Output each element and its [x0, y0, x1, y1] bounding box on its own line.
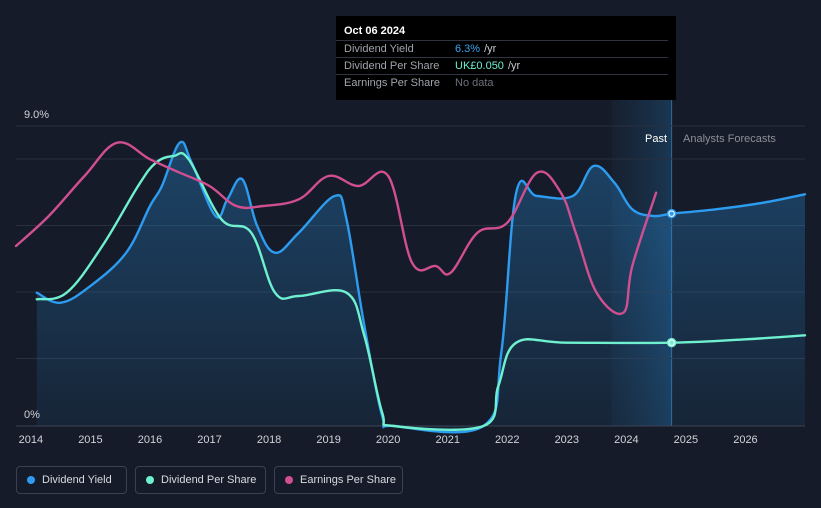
x-tick-label: 2019	[316, 434, 340, 446]
legend-label: Earnings Per Share	[300, 474, 396, 486]
x-tick-label: 2025	[674, 434, 698, 446]
tooltip-label: Dividend Yield	[344, 43, 414, 55]
tooltip-unit: /yr	[484, 43, 497, 55]
x-tick-label: 2024	[614, 434, 638, 446]
tooltip-row-dividend-per-share: Dividend Per Share UK£0.050/yr	[336, 57, 668, 75]
tooltip-date: Oct 06 2024	[344, 25, 406, 37]
tooltip-row-earnings-per-share: Earnings Per Share No data	[336, 74, 668, 92]
tooltip: Oct 06 2024 Dividend Yield 6.3%/yr Divid…	[336, 16, 676, 100]
x-tick-label: 2017	[197, 434, 221, 446]
x-tick-label: 2014	[19, 434, 43, 446]
tooltip-row-dividend-yield: Dividend Yield 6.3%/yr	[336, 40, 668, 58]
y-top-label: 9.0%	[24, 109, 49, 121]
x-tick-label: 2018	[257, 434, 281, 446]
legend-dot-icon	[285, 476, 293, 484]
x-tick-label: 2016	[138, 434, 162, 446]
tooltip-unit: /yr	[507, 60, 521, 72]
legend-item-dividend-per-share[interactable]: Dividend Per Share	[135, 466, 266, 494]
chart: 9.0% 0% Past Analysts Forecasts 2014 2015…	[14, 100, 807, 446]
forecast-label: Analysts Forecasts	[683, 133, 776, 145]
legend-item-dividend-yield[interactable]: Dividend Yield	[16, 466, 127, 494]
dividend-per-share-marker-core	[669, 340, 674, 345]
tooltip-value-text: 6.3%	[455, 43, 481, 55]
tooltip-value: 6.3%/yr	[455, 43, 496, 55]
tooltip-value: UK£0.050/yr	[455, 60, 520, 72]
tooltip-label: Earnings Per Share	[344, 77, 440, 89]
x-tick-label: 2026	[733, 434, 757, 446]
legend-label: Dividend Per Share	[161, 474, 257, 486]
tooltip-value: No data	[455, 77, 498, 89]
past-label: Past	[645, 133, 667, 145]
dividend-yield-area	[36, 141, 806, 433]
x-tick-label: 2015	[78, 434, 102, 446]
legend-label: Dividend Yield	[42, 474, 112, 486]
legend-dot-icon	[27, 476, 35, 484]
tooltip-value-text: No data	[455, 77, 494, 89]
x-tick-label: 2022	[495, 434, 519, 446]
y-bottom-label: 0%	[24, 409, 40, 421]
earnings-per-share-line	[14, 141, 658, 316]
x-tick-label: 2023	[555, 434, 579, 446]
dividend-yield-marker-core	[669, 211, 674, 216]
tooltip-label: Dividend Per Share	[344, 60, 440, 72]
dividend-per-share-line	[35, 151, 807, 432]
legend-dot-icon	[146, 476, 154, 484]
x-tick-label: 2020	[376, 434, 400, 446]
tooltip-value-text: UK£0.050	[455, 60, 504, 72]
x-tick-label: 2021	[435, 434, 459, 446]
legend-item-earnings-per-share[interactable]: Earnings Per Share	[274, 466, 403, 494]
